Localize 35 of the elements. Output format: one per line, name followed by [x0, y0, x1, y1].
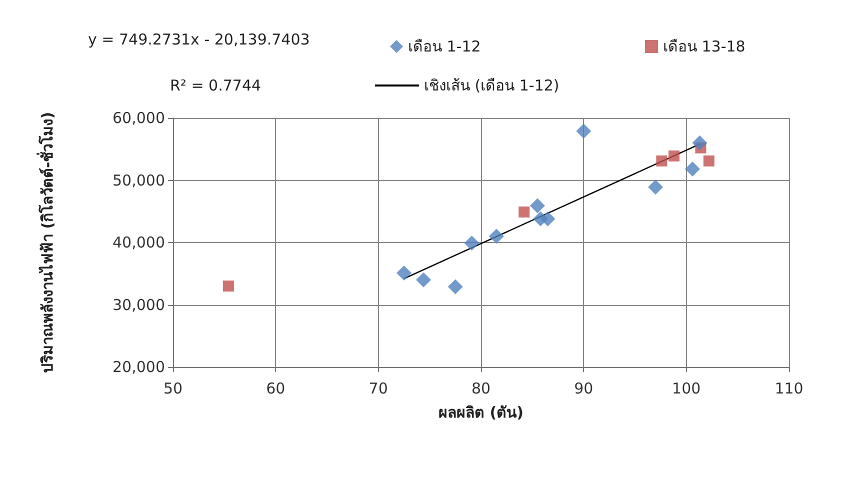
x-axis-title: ผลผลิต (ตัน) [438, 404, 524, 422]
point [540, 211, 556, 226]
point [668, 150, 680, 162]
point [656, 155, 668, 166]
y-tick-label: 40,000 [112, 234, 165, 252]
point [684, 162, 700, 177]
point [464, 236, 480, 251]
legend-label: เชิงเส้น (เดือน 1-12) [424, 76, 560, 94]
point [448, 279, 463, 294]
y-tick-label: 30,000 [112, 296, 165, 314]
legend-label: เดือน 1-12 [408, 38, 481, 56]
x-tick-label: 100 [672, 380, 701, 398]
text: y = 749.2731x - 20,139.7403 [88, 30, 310, 48]
x-tick-label: 60 [266, 380, 286, 398]
point [518, 206, 530, 218]
point [703, 155, 714, 166]
point [222, 280, 234, 292]
y-tick-label: 20,000 [112, 358, 165, 376]
y-tick-label: 60,000 [112, 109, 165, 127]
point [692, 135, 708, 150]
x-tick-label: 50 [163, 380, 183, 398]
text: R² = 0.7744 [170, 76, 262, 94]
point [396, 266, 412, 281]
x-tick-label: 80 [471, 380, 491, 398]
point [488, 228, 504, 244]
y-tick-label: 50,000 [112, 171, 165, 190]
x-tick-label: 90 [574, 380, 594, 398]
point [648, 180, 664, 195]
y-axis-title: ปริมาณพลังงานไฟฟ้า (กิโลวัตต์-ชั่วโมง) [36, 112, 56, 374]
point [576, 124, 592, 139]
x-tick-label: 70 [368, 380, 388, 398]
point [530, 198, 545, 214]
x-tick-label: 110 [774, 380, 804, 398]
point [416, 272, 432, 288]
legend-label: เดือน 13-18 [663, 38, 746, 56]
